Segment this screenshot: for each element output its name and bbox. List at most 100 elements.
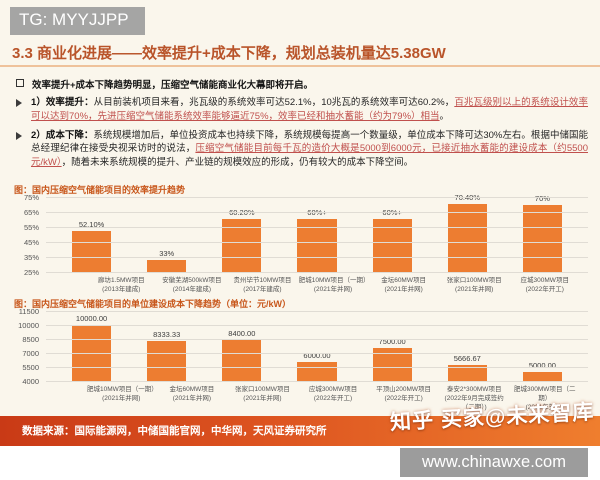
x-tick-label: 肥城300MW项目（二期） (2021年签约) [514, 386, 576, 412]
y-tick-label: 75% [23, 193, 39, 202]
bar-series: 52.10%33%60.20%60%+60%+70.40%70% [46, 193, 588, 272]
plot-area: 52.10%33%60.20%60%+60%+70.40%70% [46, 193, 588, 273]
summary-text: 效率提升+成本下降趋势明显，压缩空气储能商业化大幕即将开启。 [32, 80, 314, 91]
bar-slot: 60.20% [204, 197, 279, 272]
x-tick-label: 安徽芜湖500kW项目 (2014年建成) [162, 277, 222, 294]
bullet-efficiency: 1）效率提升：从目前装机项目来看，兆瓦级的系统效率可达52.1%，10兆瓦的系统… [14, 96, 588, 124]
bar [522, 371, 562, 381]
y-tick-label: 65% [23, 208, 39, 217]
site-watermark-badge: www.chinawxe.com [400, 448, 588, 477]
bullet-highlight: 压缩空气储能目前每千瓦的造价大概是5000到6000元，已接近抽水蓄能的建设成本… [31, 143, 588, 169]
bar [147, 260, 187, 272]
bullet-lead: 1）效率提升： [31, 97, 94, 108]
gridline [46, 381, 588, 382]
bar [522, 204, 562, 272]
gridline [46, 227, 588, 228]
y-tick-label: 8500 [22, 335, 39, 344]
telegram-watermark-badge: TG: MYYJJPP [10, 7, 145, 35]
y-tick-label: 4000 [22, 377, 39, 386]
chart-efficiency: 75%65%55%45%35%25% 52.10%33%60.20%60%+60… [14, 193, 588, 294]
bar-value-label: 5666.67 [453, 354, 481, 364]
summary-bullet: 效率提升+成本下降趋势明显，压缩空气储能商业化大幕即将开启。 [14, 77, 588, 91]
bar [147, 340, 187, 381]
x-tick-label: 肥城10MW项目（一期） (2021年并网) [298, 277, 370, 294]
bar-slot: 8400.00 [204, 311, 279, 381]
y-tick-label: 7000 [22, 349, 39, 358]
bar-slot: 52.10% [54, 197, 129, 272]
bar [222, 339, 262, 381]
bar [222, 219, 262, 272]
x-tick-label: 廊坊1.5MW项目 (2013年建成) [97, 277, 145, 294]
gridline [46, 353, 588, 354]
gridline [46, 197, 588, 198]
bar-value-label: 10000.00 [75, 314, 108, 323]
bar-value-label: 8333.33 [153, 329, 181, 339]
gridline [46, 367, 588, 368]
gridline [46, 311, 588, 312]
body-text: 效率提升+成本下降趋势明显，压缩空气储能商业化大幕即将开启。 1）效率提升：从目… [14, 77, 588, 170]
bar-slot: 5666.67 [430, 311, 505, 381]
bar-slot: 6000.00 [279, 311, 354, 381]
x-tick-label: 张家口100MW项目 (2021年并网) [234, 386, 290, 403]
page-title: 3.3 商业化进展——效率提升+成本下降，规划总装机量达5.38GW [12, 45, 446, 62]
y-tick-label: 25% [23, 268, 39, 277]
plot-area: 10000.00 8333.33 8400.00 6000.00 7500.00 5666… [46, 311, 588, 382]
x-tick-label: 应城300MW项目 (2022年开工) [308, 386, 358, 403]
bar [447, 203, 487, 272]
bullet-tail: 。 [439, 110, 450, 122]
bar-slot: 10000.00 [54, 311, 129, 381]
y-tick-label: 45% [23, 238, 39, 247]
bar-slot: 7500.00 [355, 311, 430, 381]
x-tick-label: 贵州毕节10MW项目 (2017年建成) [233, 277, 292, 294]
bullet-body: 从目前装机项目来看，兆瓦级的系统效率可达52.1%，10兆瓦的系统效率可达60.… [93, 97, 455, 108]
square-bullet-icon [16, 79, 24, 87]
gridline [46, 272, 588, 273]
gridline [46, 212, 588, 213]
bullet-body: 系统规模增加后，单位投资成本也持续下降，系统规模每提高一个数量级，单位成本下降可… [31, 129, 588, 155]
x-axis-labels: 肥城10MW项目（一期） (2021年并网) 金坛60MW项目 (2021年并网) 张家… [78, 385, 588, 412]
x-tick-label: 应城300MW项目 (2022年开工) [520, 277, 569, 294]
bar-slot: 70% [505, 194, 580, 272]
bullet-cost: 2）成本下降：系统规模增加后，单位投资成本也持续下降，系统规模每提高一个数量级，… [14, 129, 588, 170]
x-tick-label: 张家口100MW项目 (2021年并网) [446, 277, 502, 294]
gridline [46, 339, 588, 340]
bar-slot: 60%+ [355, 197, 430, 272]
chart-cost-caption: 图：国内压缩空气储能项目的单位建设成本下降趋势（单位：元/kW） [14, 299, 292, 309]
y-axis: 11500 10000 8500 7000 5500 4000 [14, 307, 42, 412]
bar [72, 231, 112, 272]
arrow-bullet-icon [16, 99, 22, 107]
bar [447, 365, 487, 381]
bar-value-label: 33% [159, 249, 175, 258]
bar-slot: 5000.00 [505, 311, 580, 381]
x-tick-label: 平顶山200MW项目 (2022年开工) [376, 386, 432, 403]
bullet-lead: 2）成本下降： [31, 129, 94, 141]
bar [297, 362, 337, 381]
x-tick-label: 金坛60MW项目 (2021年并网) [381, 277, 426, 294]
bar-value-label: 7500.00 [378, 337, 406, 347]
y-tick-label: 5500 [22, 363, 39, 372]
x-tick-label: 泰安2*300MW项目 (2022年9月完成签约（二期）) [444, 386, 504, 412]
bar-slot: 70.40% [430, 193, 505, 272]
y-axis: 75% 65% 55% 45% 35% 25% [14, 193, 42, 294]
bar-series: 10000.00 8333.33 8400.00 6000.00 7500.00 5666… [46, 311, 588, 381]
y-tick-label: 11500 [18, 307, 39, 316]
bar-value-label: 52.10% [78, 220, 105, 230]
title-divider [0, 65, 600, 67]
bullet-tail: ，随着未来系统规模的提升、产业链的规模效应的形成，仍有较大的成本下降空间。 [61, 157, 414, 169]
y-tick-label: 55% [23, 223, 39, 232]
gridline [46, 257, 588, 258]
chart-efficiency-caption: 图：国内压缩空气储能项目的效率提升趋势 [14, 185, 186, 195]
bar-slot: 8333.33 [129, 311, 204, 381]
gridline [46, 325, 588, 326]
chart-cost: 11500 10000 8500 7000 5500 4000 10000.00 8333.… [14, 307, 588, 412]
x-tick-label: 肥城10MW项目（一期） (2021年并网) [87, 386, 158, 403]
gridline [46, 242, 588, 243]
bar-value-label: 8400.00 [228, 328, 256, 338]
arrow-bullet-icon [16, 131, 22, 140]
bullet-highlight: 百兆瓦级别以上的系统设计效率可以达到70%，先进压缩空气储能系统效率能够逼近75… [31, 97, 588, 122]
bar-value-label: 6000.00 [303, 351, 331, 361]
bar-value-label: 70% [534, 193, 550, 203]
x-tick-label: 金坛60MW项目 (2021年并网) [169, 386, 215, 403]
x-axis-labels: 廊坊1.5MW项目 (2013年建成) 安徽芜湖500kW项目 (2014年建成) 贵州… [78, 276, 588, 294]
